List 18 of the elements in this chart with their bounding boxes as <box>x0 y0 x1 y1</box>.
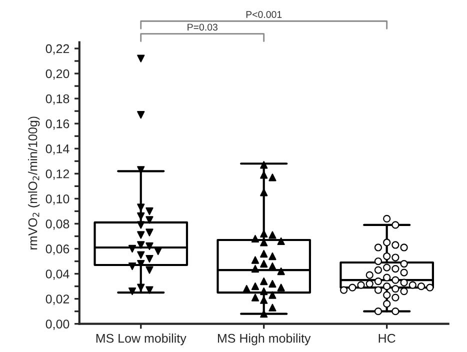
x-tick-label: MS Low mobility <box>96 334 186 346</box>
y-tick-label: 0,04 <box>46 270 70 280</box>
y-tick-label: 0,16 <box>46 119 70 130</box>
x-tick-label: MS High mobility <box>218 334 311 346</box>
y-axis-title: rmVO$_{2}$ (mlO$_{2}$/min/100g) <box>28 116 40 250</box>
y-tick-label: 0,06 <box>46 244 70 255</box>
text: P<0.001 <box>246 11 282 18</box>
x-tick-label: HC <box>378 334 396 343</box>
y-tick-label: 0,08 <box>46 220 70 230</box>
y-tick-label: 0,12 <box>46 169 70 180</box>
y-tick-label: 0,18 <box>46 94 70 105</box>
text: P=0.03 <box>188 24 218 31</box>
y-tick-label: 0,14 <box>46 144 70 155</box>
y-tick-label: 0,22 <box>46 44 70 55</box>
y-tick-label: 0,00 <box>46 320 70 330</box>
y-tick-label: 0,10 <box>46 194 70 205</box>
y-tick-label: 0,02 <box>46 294 70 305</box>
y-tick-label: 0,20 <box>46 69 70 80</box>
